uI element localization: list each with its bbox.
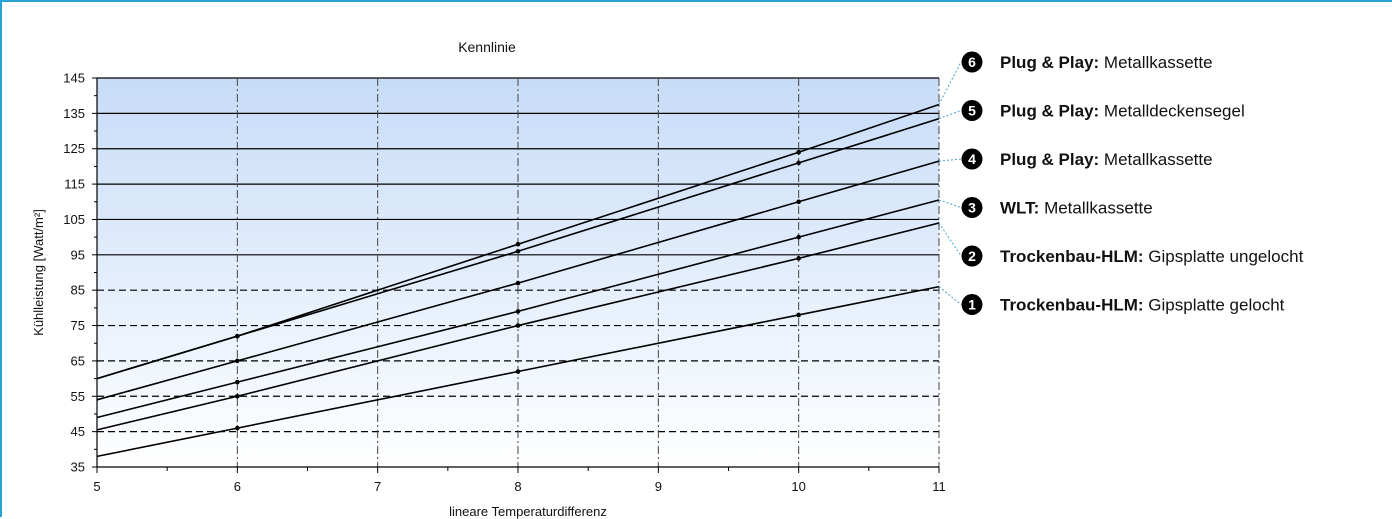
grid-lines [97, 77, 940, 467]
series-point-6 [235, 333, 240, 339]
y-tick-label: 75 [71, 318, 85, 333]
x-tick-label: 8 [514, 479, 521, 494]
legend: 6 Plug & Play: Metallkassette 5 Plug & Play… [961, 51, 1304, 315]
legend-entry-3: WLT: Metallkassette [1000, 199, 1153, 218]
legend-badge-5 [961, 100, 983, 121]
series-point-2 [235, 393, 240, 399]
legend-badge-number: 4 [968, 151, 976, 167]
legend-connector-2 [938, 222, 962, 257]
legend-badge-2 [961, 245, 983, 267]
x-tick-label: 5 [93, 479, 100, 494]
legend-badge-1 [961, 294, 983, 315]
x-tick-label: 10 [791, 479, 805, 494]
legend-series-name: Metallkassette [1104, 150, 1213, 169]
x-tick-label: 11 [932, 479, 946, 494]
series-point-1 [235, 425, 240, 431]
legend-series-name: Gipsplatte gelocht [1148, 296, 1284, 315]
y-tick-label: 95 [71, 247, 85, 262]
legend-series-name: Metallkassette [1104, 53, 1213, 72]
series-point-2 [515, 323, 521, 328]
legend-bold-label: Trockenbau-HLM: [1000, 296, 1148, 315]
series-point-5 [796, 160, 801, 166]
y-tick-label: 135 [63, 106, 85, 121]
x-axis-title: lineare Temperaturdifferenz [449, 504, 607, 519]
chart-title: Kennlinie [458, 39, 516, 55]
series-point-4 [796, 199, 801, 205]
series-point-4 [515, 280, 521, 286]
y-tick-label: 125 [63, 141, 85, 156]
legend-bold-label: Plug & Play: [1000, 102, 1104, 121]
legend-badge-number: 1 [968, 297, 976, 313]
series-point-3 [515, 309, 521, 314]
series-point-3 [235, 379, 240, 385]
legend-entry-6: Plug & Play: Metallkassette [1000, 53, 1213, 72]
series-point-6 [796, 149, 801, 155]
y-tick-label: 105 [63, 212, 85, 227]
legend-connector-6 [938, 61, 962, 105]
legend-badge-number: 5 [968, 103, 976, 119]
series-point-5 [515, 248, 521, 254]
y-tick-label: 55 [71, 389, 85, 404]
legend-bold-label: Plug & Play: [1000, 150, 1104, 169]
legend-series-name: Metalldeckensegel [1104, 102, 1245, 121]
legend-connector-5 [938, 110, 962, 120]
y-tick-label: 65 [71, 353, 85, 368]
legend-connector-4 [938, 158, 962, 162]
legend-badge-4 [961, 148, 983, 170]
series-point-6 [515, 241, 521, 247]
x-tick-label: 9 [655, 479, 662, 494]
legend-badge-6 [961, 51, 983, 73]
series-point-4 [235, 358, 240, 364]
x-tick-label: 6 [234, 479, 241, 494]
legend-entry-5: Plug & Play: Metalldeckensegel [1000, 102, 1245, 121]
legend-badge-number: 2 [968, 248, 976, 264]
y-tick-label: 45 [71, 424, 85, 439]
series-lines [96, 103, 940, 458]
legend-bold-label: Plug & Play: [1000, 53, 1104, 72]
legend-connectors [938, 61, 962, 305]
axes: 35 45 55 65 75 85 95 105 115 125 135 145 5 6 7 8 9 10 11 [63, 71, 945, 495]
legend-entry-4: Plug & Play: Metallkassette [1000, 150, 1213, 169]
series-point-1 [796, 312, 801, 318]
legend-entry-2: Trockenbau-HLM: Gipsplatte ungelocht [1000, 247, 1304, 266]
legend-bold-label: Trockenbau-HLM: [1000, 247, 1148, 266]
series-point-2 [796, 256, 801, 261]
series-point-3 [796, 234, 801, 240]
x-tick-label: 7 [374, 479, 381, 494]
y-tick-label: 85 [71, 283, 85, 298]
legend-connector-1 [938, 286, 962, 305]
y-axis-title: Kühlleistung [Watt/m²] [31, 209, 46, 336]
legend-entry-1: Trockenbau-HLM: Gipsplatte gelocht [1000, 296, 1285, 315]
y-tick-label: 115 [64, 177, 85, 192]
series-point-1 [515, 369, 521, 374]
legend-series-name: Metallkassette [1044, 199, 1153, 218]
legend-connector-3 [938, 199, 962, 208]
y-tick-label: 145 [63, 71, 85, 86]
legend-badge-3 [961, 197, 983, 218]
legend-series-name: Gipsplatte ungelocht [1148, 247, 1303, 266]
legend-bold-label: WLT: [1000, 199, 1044, 218]
y-tick-label: 35 [71, 460, 85, 475]
legend-badge-number: 6 [968, 54, 976, 70]
legend-badge-number: 3 [968, 200, 976, 216]
